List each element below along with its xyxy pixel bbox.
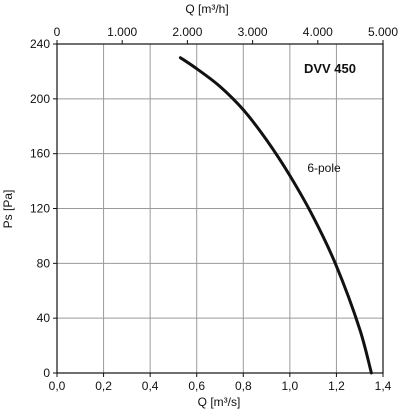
top-axis-label: Q [m³/h] <box>185 2 228 16</box>
x2-tick-label: 3.000 <box>238 25 268 39</box>
y-tick-label: 120 <box>30 202 50 216</box>
x2-tick-label: 5.000 <box>368 25 398 39</box>
x2-tick-label: 4.000 <box>303 25 333 39</box>
series-layer <box>178 56 373 375</box>
y-tick-label: 80 <box>37 256 51 270</box>
y-tick-label: 200 <box>30 92 50 106</box>
x-axis-ticks: 0,0 0,2 0,4 0,6 0,8 1,0 1,2 1,4 <box>49 373 392 393</box>
y-tick-label: 0 <box>43 366 50 380</box>
x-tick-label: 0,4 <box>142 379 159 393</box>
y-tick-label: 40 <box>37 311 51 325</box>
y-axis-label: Ps [Pa] <box>1 190 15 229</box>
x2-tick-label: 2.000 <box>172 25 202 39</box>
bottom-axis-label: Q [m³/s] <box>198 395 241 409</box>
x2-tick-label: 1.000 <box>107 25 137 39</box>
chart-title: DVV 450 <box>304 61 356 76</box>
x-tick-label: 0,8 <box>235 379 252 393</box>
grid <box>57 44 383 373</box>
x-tick-label: 1,0 <box>282 379 299 393</box>
x-tick-label: 1,4 <box>375 379 392 393</box>
x-tick-label: 0,0 <box>49 379 66 393</box>
x2-tick-label: 0 <box>54 25 61 39</box>
y-axis-ticks: 0 40 80 120 160 200 240 <box>30 37 57 380</box>
y-tick-label: 240 <box>30 37 50 51</box>
x2-axis-ticks: 0 1.000 2.000 3.000 4.000 5.000 <box>54 25 398 44</box>
x-tick-label: 1,2 <box>328 379 345 393</box>
x-tick-label: 0,2 <box>95 379 112 393</box>
x-tick-label: 0,6 <box>188 379 205 393</box>
y-tick-label: 160 <box>30 147 50 161</box>
series-label: 6-pole <box>307 161 341 175</box>
series-line <box>178 56 373 375</box>
